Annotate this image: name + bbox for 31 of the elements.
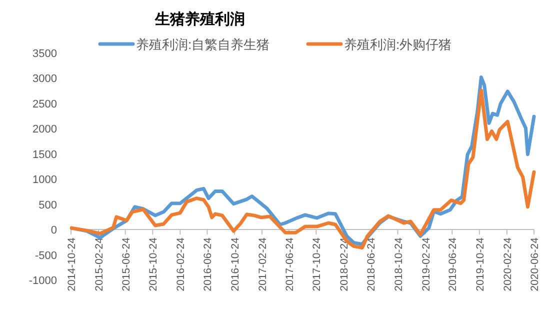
x-tick-label: 2019-02-24: [420, 237, 432, 292]
x-tick-label: 2017-02-24: [257, 237, 270, 292]
x-tick-label: 2016-02-24: [175, 237, 188, 292]
y-tick-label: 1000: [32, 174, 57, 186]
y-tick-label: -500: [34, 250, 57, 262]
y-tick-label: 500: [38, 199, 57, 212]
x-tick-label: 2016-10-24: [230, 237, 242, 292]
legend-label: 养殖利润:外购仔猪: [344, 37, 452, 52]
y-tick-label: 0: [50, 224, 57, 237]
y-tick-label: -1000: [28, 275, 57, 287]
y-tick-label: 2000: [32, 124, 57, 136]
legend-label: 养殖利润:自繁自养生猪: [136, 37, 270, 52]
y-tick-label: 1500: [32, 148, 57, 161]
y-tick-label: 2500: [32, 98, 57, 110]
x-tick-label: 2018-10-24: [392, 237, 405, 292]
x-tick-label: 2016-06-24: [202, 237, 214, 292]
x-tick-label: 2020-02-24: [502, 237, 514, 292]
x-tick-label: 2014-10-24: [66, 237, 78, 292]
y-tick-label: 3000: [32, 73, 57, 86]
x-tick-label: 2019-06-24: [447, 237, 460, 292]
x-tick-label: 2018-06-24: [365, 237, 378, 292]
chart-title: 生猪养殖利润: [154, 10, 245, 28]
x-tick-label: 2018-02-24: [338, 237, 351, 292]
x-tick-label: 2015-02-24: [94, 237, 106, 292]
x-tick-label: 2017-10-24: [311, 237, 324, 292]
x-tick-label: 2019-10-24: [474, 237, 486, 292]
x-tick-label: 2015-10-24: [148, 237, 160, 292]
y-tick-label: 3500: [32, 48, 57, 60]
x-tick-label: 2020-06-24: [529, 237, 541, 292]
x-tick-label: 2017-06-24: [284, 237, 296, 292]
x-tick-label: 2015-06-24: [120, 237, 132, 292]
